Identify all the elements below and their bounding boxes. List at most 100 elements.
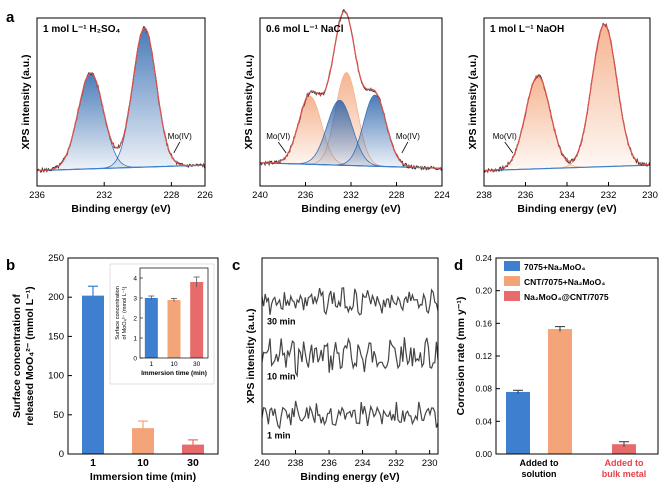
peak-component-movi bbox=[484, 24, 651, 171]
bar-1-min bbox=[82, 295, 104, 454]
condition-label: 0.6 mol L⁻¹ NaCl bbox=[266, 24, 344, 35]
legend-swatch bbox=[504, 276, 520, 286]
inset-y-axis-label-line1: Surface concentration bbox=[115, 286, 121, 340]
y-tick-label: 0.08 bbox=[475, 384, 492, 394]
x-tick-label: 236 bbox=[518, 190, 534, 201]
x-axis-label: Binding energy (eV) bbox=[71, 203, 170, 215]
x-tick-label: 234 bbox=[559, 190, 575, 201]
condition-label: 1 mol L⁻¹ NaOH bbox=[490, 24, 564, 35]
panel-a3: 238 236 234 232 230 Binding energy (eV) XPS in… bbox=[467, 22, 658, 215]
legend-label: CNT/7075+Na₂MoO₄ bbox=[524, 277, 605, 287]
inset-y-tick-label: 2 bbox=[133, 316, 137, 323]
background-line bbox=[36, 164, 206, 172]
y-axis-label: XPS intensity (a.u.) bbox=[245, 308, 257, 403]
x-tick-label: 238 bbox=[476, 190, 492, 201]
xps-trace-30-min bbox=[261, 287, 439, 316]
group-label: Added to bbox=[520, 458, 559, 468]
x-axis-label: Binding energy (eV) bbox=[301, 203, 400, 215]
fit-envelope-line bbox=[37, 27, 206, 172]
x-axis-label: Binding energy (eV) bbox=[300, 471, 399, 483]
x-tick-label: 236 bbox=[321, 458, 337, 469]
inset-y-tick-label: 1 bbox=[133, 336, 137, 343]
axes-frame bbox=[495, 257, 659, 455]
y-tick-label: 0 bbox=[59, 449, 64, 460]
x-tick-label: 240 bbox=[254, 458, 270, 469]
panel-c: c 30 min 10 min 1 min 240 238 236 234 232 230 Bind… bbox=[232, 257, 439, 483]
y-tick-label: 0.04 bbox=[475, 416, 492, 426]
panel-label-c: c bbox=[232, 257, 240, 274]
group-label: Added to bbox=[605, 458, 644, 468]
y-tick-label: 0.00 bbox=[475, 449, 492, 459]
inset-bar-30-min bbox=[190, 282, 204, 358]
x-tick-label: 232 bbox=[601, 190, 617, 201]
legend: 7075+Na₂MoO₄ CNT/7075+Na₂MoO₄ Na₂MoO₄@CNT/… bbox=[504, 261, 609, 302]
x-tick-label: 1 bbox=[90, 457, 96, 469]
axes-frame bbox=[483, 17, 651, 187]
annotation-arrow bbox=[401, 141, 409, 154]
inset-y-axis-label-line2: of MoO₄²⁻ (mmol L⁻¹) bbox=[122, 286, 128, 339]
y-tick-label: 0.24 bbox=[475, 253, 492, 263]
x-tick-label: 240 bbox=[252, 190, 268, 201]
inset-x-tick-label: 30 bbox=[193, 361, 201, 368]
y-axis-label: XPS intensity (a.u.) bbox=[20, 54, 32, 149]
bar-cnt-7075 bbox=[548, 329, 572, 454]
group-label: bulk metal bbox=[602, 469, 647, 479]
annotation-arrow bbox=[173, 141, 181, 154]
y-tick-label: 50 bbox=[53, 410, 64, 421]
trace-label: 1 min bbox=[267, 430, 291, 440]
panel-a1: 236 232 228 226 Binding energy (eV) XPS inten… bbox=[6, 9, 213, 215]
x-tick-label: 232 bbox=[96, 190, 112, 201]
y-axis-label-line2: released MoO₄²⁻ (mmol L⁻¹) bbox=[24, 286, 36, 425]
axes-frame bbox=[67, 257, 219, 455]
y-tick-label: 0.16 bbox=[475, 318, 492, 328]
trace-label: 10 min bbox=[267, 372, 296, 382]
annotation-label: Mo(IV) bbox=[168, 132, 192, 141]
y-tick-label: 0.12 bbox=[475, 351, 492, 361]
y-tick-label: 150 bbox=[48, 331, 64, 342]
x-tick-label: 230 bbox=[422, 458, 438, 469]
x-tick-label: 232 bbox=[388, 458, 404, 469]
annotation-label: Mo(VI) bbox=[493, 132, 517, 141]
x-tick-label: 234 bbox=[355, 458, 371, 469]
y-tick-label: 250 bbox=[48, 253, 64, 264]
fit-envelope-line bbox=[260, 10, 442, 169]
bar-7075 bbox=[506, 391, 530, 454]
legend-swatch bbox=[504, 261, 520, 271]
inset-bar-10-min bbox=[167, 300, 181, 358]
inset-chart: 0 1 2 3 4 1 10 30 Immersion time (min) Surface co… bbox=[109, 263, 215, 385]
x-tick-label: 10 bbox=[137, 457, 149, 469]
x-tick-label: 30 bbox=[187, 457, 199, 469]
xps-trace-10-min bbox=[261, 337, 439, 378]
annotation-label: Mo(IV) bbox=[396, 132, 420, 141]
legend-swatch bbox=[504, 291, 520, 301]
x-tick-label: 228 bbox=[163, 190, 179, 201]
y-tick-label: 200 bbox=[48, 292, 64, 303]
legend-label: Na₂MoO₄@CNT/7075 bbox=[524, 292, 609, 302]
inset-x-tick-label: 1 bbox=[150, 361, 154, 368]
peak-component-moiv bbox=[37, 27, 206, 171]
x-tick-label: 236 bbox=[29, 190, 45, 201]
x-tick-label: 238 bbox=[288, 458, 304, 469]
y-axis-label: Corrosion rate (mm y⁻¹) bbox=[455, 297, 467, 416]
legend-label: 7075+Na₂MoO₄ bbox=[524, 262, 585, 272]
fit-envelope-line bbox=[484, 23, 651, 172]
y-tick-label: 0.20 bbox=[475, 286, 492, 296]
y-tick-label: 100 bbox=[48, 371, 64, 382]
condition-label: 1 mol L⁻¹ H₂SO₄ bbox=[43, 24, 121, 35]
inset-y-tick-label: 3 bbox=[133, 296, 137, 303]
bar-na2moo4-cnt-7075 bbox=[612, 444, 636, 454]
bar-30-min bbox=[182, 444, 204, 454]
panel-label-d: d bbox=[454, 257, 463, 274]
annotation-arrow bbox=[504, 141, 514, 154]
panel-label-b: b bbox=[6, 257, 15, 274]
x-tick-label: 226 bbox=[197, 190, 213, 201]
x-tick-label: 224 bbox=[434, 190, 450, 201]
x-tick-label: 232 bbox=[343, 190, 359, 201]
trace-label: 30 min bbox=[267, 317, 296, 327]
panel-a2: 240 236 232 228 224 Binding energy (eV) XPS in… bbox=[243, 8, 450, 215]
axes-frame bbox=[36, 17, 206, 187]
inset-bar-1-min bbox=[144, 298, 158, 358]
